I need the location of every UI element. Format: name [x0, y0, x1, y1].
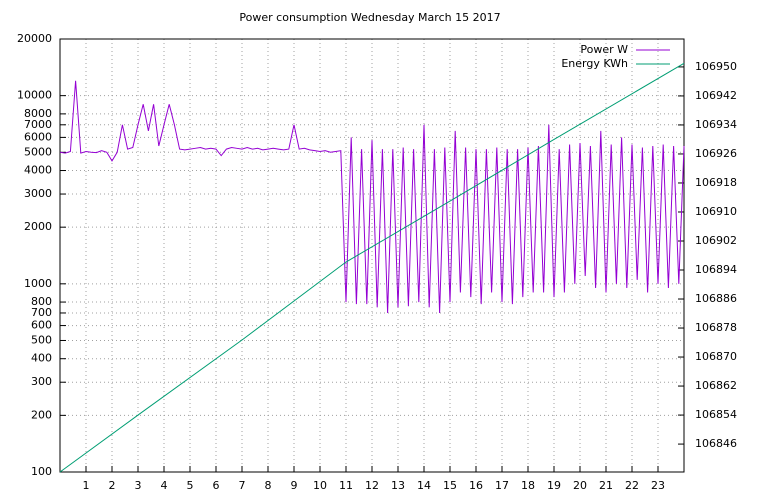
- x-tick-label: 18: [521, 479, 535, 492]
- y2-tick-label: 106846: [695, 437, 737, 450]
- y-tick-label: 20000: [17, 32, 52, 45]
- y2-tick-label: 106918: [695, 176, 737, 189]
- chart-title: Power consumption Wednesday March 15 201…: [239, 11, 500, 24]
- y-tick-label: 2000: [24, 220, 52, 233]
- x-tick-label: 1: [83, 479, 90, 492]
- y-tick-label: 10000: [17, 89, 52, 102]
- x-tick-label: 8: [265, 479, 272, 492]
- x-tick-label: 23: [651, 479, 665, 492]
- x-tick-label: 16: [469, 479, 483, 492]
- y-tick-label: 500: [31, 333, 52, 346]
- y-tick-label: 7000: [24, 118, 52, 131]
- y2-tick-label: 106950: [695, 60, 737, 73]
- y-tick-label: 700: [31, 306, 52, 319]
- y-tick-label: 800: [31, 295, 52, 308]
- x-tick-label: 9: [291, 479, 298, 492]
- y2-tick-label: 106870: [695, 350, 737, 363]
- y-tick-label: 6000: [24, 130, 52, 143]
- x-tick-label: 19: [547, 479, 561, 492]
- y2-tick-label: 106902: [695, 234, 737, 247]
- x-tick-label: 22: [625, 479, 639, 492]
- y2-tick-label: 106894: [695, 263, 737, 276]
- y-tick-label: 1000: [24, 277, 52, 290]
- y2-tick-label: 106910: [695, 205, 737, 218]
- legend-label: Energy KWh: [561, 57, 628, 70]
- y-tick-label: 300: [31, 375, 52, 388]
- y2-tick-label: 106878: [695, 321, 737, 334]
- series-line: [59, 80, 685, 313]
- x-tick-label: 21: [599, 479, 613, 492]
- x-tick-label: 5: [187, 479, 194, 492]
- y-tick-label: 200: [31, 408, 52, 421]
- y2-tick-label: 106886: [695, 292, 737, 305]
- y2-tick-label: 106862: [695, 379, 737, 392]
- legend-label: Power W: [580, 43, 628, 56]
- y2-tick-label: 106926: [695, 147, 737, 160]
- series-line: [59, 62, 685, 473]
- y-tick-label: 3000: [24, 187, 52, 200]
- x-tick-label: 17: [495, 479, 509, 492]
- x-tick-label: 11: [339, 479, 353, 492]
- y-tick-label: 4000: [24, 164, 52, 177]
- x-tick-label: 20: [573, 479, 587, 492]
- x-tick-label: 12: [365, 479, 379, 492]
- x-tick-label: 2: [109, 479, 116, 492]
- y-tick-label: 400: [31, 352, 52, 365]
- x-tick-label: 4: [161, 479, 168, 492]
- y-tick-label: 100: [31, 465, 52, 478]
- y2-tick-label: 106934: [695, 118, 737, 131]
- y-tick-label: 600: [31, 319, 52, 332]
- x-tick-label: 3: [135, 479, 142, 492]
- x-tick-label: 14: [417, 479, 431, 492]
- plot-border: [59, 38, 685, 473]
- x-tick-label: 10: [313, 479, 327, 492]
- x-tick-label: 15: [443, 479, 457, 492]
- y-tick-label: 5000: [24, 145, 52, 158]
- x-tick-label: 7: [239, 479, 246, 492]
- y2-tick-label: 106942: [695, 89, 737, 102]
- y-tick-label: 8000: [24, 107, 52, 120]
- x-tick-label: 6: [213, 479, 220, 492]
- y2-tick-label: 106854: [695, 408, 737, 421]
- x-tick-label: 13: [391, 479, 405, 492]
